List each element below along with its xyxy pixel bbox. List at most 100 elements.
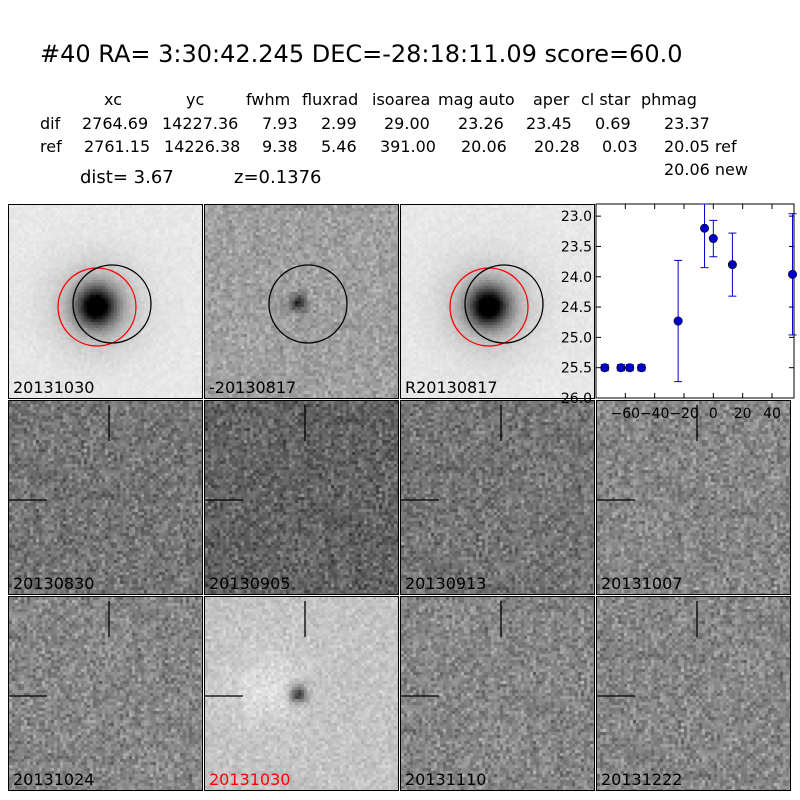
table-column-mag-auto: mag auto	[438, 90, 515, 109]
stamp-image	[205, 205, 398, 398]
data-point	[727, 260, 737, 270]
stamp-panel-1: -20130817	[204, 204, 399, 399]
ref-fluxrad: 5.46	[321, 137, 357, 156]
stamp-date-label: 20130905	[209, 574, 291, 593]
stamp-image	[9, 597, 202, 790]
x-tick-label: 20	[734, 406, 752, 422]
ref-cl-star: 0.03	[602, 137, 638, 156]
stamp-overlay	[9, 601, 110, 697]
new-phmag: 20.06 new	[664, 160, 748, 179]
black-aperture-circle	[72, 264, 152, 344]
x-tick-label: 0	[709, 406, 718, 422]
stamp-image	[401, 205, 594, 398]
data-point	[625, 363, 635, 373]
stamp-overlay	[597, 405, 698, 501]
stamp-image	[9, 205, 202, 398]
stamp-image	[401, 597, 594, 790]
table-column-yc: yc	[186, 90, 205, 109]
row-label-dif: dif	[40, 114, 61, 133]
stamp-panel-6: 20131007	[596, 400, 791, 595]
stamp-overlay	[205, 601, 306, 697]
x-tick-label: −60	[611, 406, 641, 422]
y-tick-label: 24.5	[561, 300, 592, 316]
dif-fluxrad: 2.99	[321, 114, 357, 133]
stamp-date-label: 20131007	[601, 574, 683, 593]
stamp-date-label: 20131024	[13, 770, 95, 789]
stamp-image	[205, 597, 398, 790]
ref-fwhm: 9.38	[262, 137, 298, 156]
y-tick-label: 25.5	[561, 361, 592, 377]
stamp-date-label: 20130830	[13, 574, 95, 593]
stamp-panel-10: 20131222	[596, 596, 791, 791]
stamp-overlay	[597, 601, 698, 697]
stamp-date-label: 20130913	[405, 574, 487, 593]
candidate-title: #40 RA= 3:30:42.245 DEC=-28:18:11.09 sco…	[40, 40, 683, 68]
y-tick-label: 23.5	[561, 239, 592, 255]
table-column-fwhm: fwhm	[246, 90, 291, 109]
y-tick-label: 24.0	[561, 270, 592, 286]
ref-isoarea: 391.00	[380, 137, 436, 156]
data-point	[708, 234, 718, 244]
x-tick-label: −20	[669, 406, 699, 422]
dif-cl-star: 0.69	[595, 114, 631, 133]
stamp-overlay	[205, 405, 306, 501]
ref-yc: 14226.38	[164, 137, 241, 156]
stamp-date-label: -20130817	[209, 378, 297, 397]
data-point	[788, 269, 798, 279]
dif-yc: 14227.36	[162, 114, 239, 133]
stamp-overlay	[9, 405, 110, 501]
distance-value: dist= 3.67	[80, 167, 174, 188]
row-label-ref: ref	[40, 137, 62, 156]
stamp-panel-5: 20130913	[400, 400, 595, 595]
dif-aper: 23.45	[526, 114, 572, 133]
ref-xc: 2761.15	[84, 137, 151, 156]
stamp-date-label: 20131030	[13, 378, 95, 397]
stamp-panel-9: 20131110	[400, 596, 595, 791]
ref-mag-auto: 20.06	[461, 137, 507, 156]
stamp-panel-7: 20131024	[8, 596, 203, 791]
table-column-isoarea: isoarea	[372, 90, 431, 109]
stamp-overlay	[449, 264, 544, 347]
red-aperture-circle	[57, 267, 137, 347]
dif-mag-auto: 23.26	[458, 114, 504, 133]
stamp-image	[597, 401, 790, 594]
light-curve-chart: 23.0 23.5 24.0 24.5 25.0 25.5 26.0 −60 −40 −20 0 20…	[561, 203, 798, 422]
stamp-overlay	[57, 264, 152, 347]
stamp-panel-8: 20131030	[204, 596, 399, 791]
stamp-image	[9, 401, 202, 594]
black-aperture-circle	[464, 264, 544, 344]
table-column-fluxrad: fluxrad	[302, 90, 359, 109]
stamp-image	[597, 597, 790, 790]
data-point	[616, 363, 626, 373]
table-column-phmag: phmag	[641, 90, 697, 109]
redshift-value: z=0.1376	[234, 167, 322, 188]
y-tick-label: 23.0	[561, 209, 592, 225]
stamp-image	[205, 401, 398, 594]
table-column-xc: xc	[104, 90, 122, 109]
y-tick-label: 25.0	[561, 330, 592, 346]
data-point	[673, 316, 683, 326]
stamp-date-label: 20131110	[405, 770, 487, 789]
table-column-cl-star: cl star	[581, 90, 631, 109]
stamp-panel-4: 20130905	[204, 400, 399, 595]
stamp-date-label: 20131030	[209, 770, 291, 789]
data-point	[600, 363, 610, 373]
dif-fwhm: 7.93	[262, 114, 298, 133]
x-tick-label: −40	[640, 406, 670, 422]
stamp-overlay	[268, 264, 348, 344]
black-aperture-circle	[268, 264, 348, 344]
stamp-date-label: R20130817	[405, 378, 498, 397]
y-tick-label: 26.0	[561, 391, 592, 407]
stamp-panel-0: 20131030	[8, 204, 203, 399]
ref-phmag: 20.05 ref	[664, 137, 737, 156]
red-aperture-circle	[449, 267, 529, 347]
x-tick-label: 40	[763, 406, 781, 422]
stamp-image	[401, 401, 594, 594]
table-column-aper: aper	[533, 90, 570, 109]
data-point	[636, 363, 646, 373]
stamp-date-label: 20131222	[601, 770, 683, 789]
data-point	[700, 223, 710, 233]
stamp-panel-3: 20130830	[8, 400, 203, 595]
dif-phmag: 23.37	[664, 114, 710, 133]
stamp-overlay	[401, 601, 502, 697]
